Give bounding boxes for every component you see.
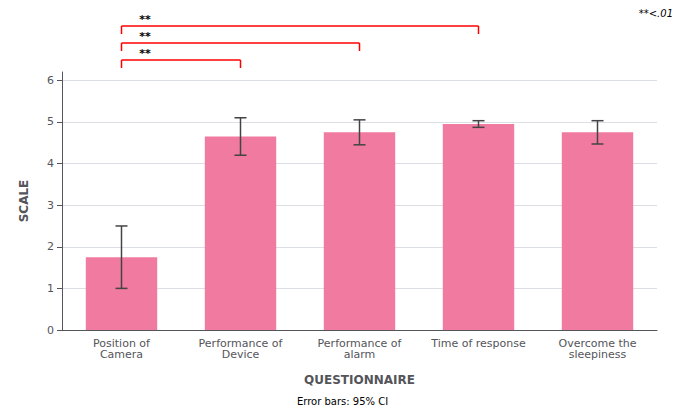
- svg-text:**<.01: **<.01: [639, 8, 673, 19]
- svg-text:5: 5: [47, 115, 54, 128]
- svg-text:6: 6: [47, 74, 54, 87]
- svg-text:2: 2: [47, 240, 54, 253]
- svg-text:4: 4: [47, 157, 54, 170]
- svg-text:sleepiness: sleepiness: [569, 348, 627, 361]
- svg-text:**: **: [139, 47, 151, 60]
- svg-text:**: **: [139, 30, 151, 43]
- svg-text:Performance of: Performance of: [317, 337, 402, 350]
- svg-text:**: **: [139, 13, 151, 26]
- svg-text:Camera: Camera: [100, 348, 143, 361]
- svg-text:Device: Device: [222, 348, 260, 361]
- svg-text:Time of response: Time of response: [430, 337, 526, 350]
- svg-text:Performance of: Performance of: [198, 337, 283, 350]
- svg-text:3: 3: [47, 199, 54, 212]
- svg-text:0: 0: [47, 324, 54, 337]
- svg-text:Position of: Position of: [93, 337, 150, 350]
- svg-text:Overcome the: Overcome the: [558, 337, 637, 350]
- svg-text:QUESTIONNAIRE: QUESTIONNAIRE: [304, 373, 415, 387]
- svg-text:SCALE: SCALE: [17, 180, 31, 223]
- svg-text:Error bars: 95% CI: Error bars: 95% CI: [297, 396, 388, 407]
- svg-text:alarm: alarm: [344, 348, 376, 361]
- svg-text:1: 1: [47, 282, 54, 295]
